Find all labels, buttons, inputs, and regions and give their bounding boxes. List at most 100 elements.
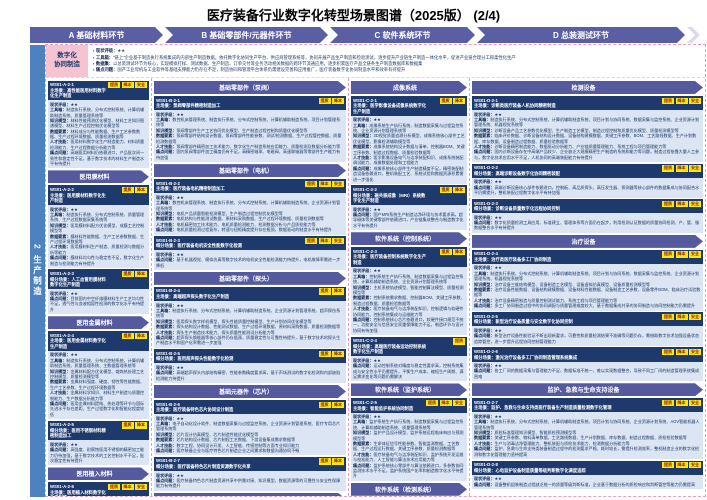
field-label: 现状评级： <box>474 327 495 333</box>
card-tags: 提质 降本 <box>121 270 147 278</box>
field-label: 知识模型： <box>474 281 495 287</box>
scenario-card: WS01-B-2-3 细分场景：医疗装备电机安全性能数字化检测 提质 降本 安全 现状评级… <box>154 236 346 270</box>
card-field: 工具箱：数控机床管理系统、制造执行系统、分布式控制系统、计算机辅助制造系统、企业… <box>156 200 341 211</box>
card-scene: 主场景：医用膜材料数字化生产制造 <box>50 192 106 204</box>
card-field: 痛点问题：基于机器视觉、模拟仿真等数字技术的电机安全性能检测能力待提升，电机故障… <box>156 257 341 268</box>
section-banner: 医用植入材料 <box>48 467 149 480</box>
column-C: 成像系统 WS01-C-2-1 主场景：医学影像设备成像系统数字化生产制造 提质 降本现… <box>348 78 469 496</box>
card-id: WS01-C-2-4 <box>353 338 377 344</box>
field-label: 现状评级： <box>474 413 495 419</box>
card-rating: 现状评级：★★ <box>50 352 78 358</box>
card-tags: 提质 降本 安全 <box>426 399 465 407</box>
card-tags: 提质 降本 安全 <box>662 200 701 207</box>
field-label: 数据要素： <box>156 437 177 443</box>
card-field: 数据要素：临床评价数据、诊断设备结构设计数据、设备结构建模数据、关键工序参数、B… <box>474 133 697 144</box>
field-label: 数据要素： <box>474 287 495 293</box>
note-bullet: ▪ 现状评级：★★ <box>93 48 126 54</box>
card-field: 痛点问题：目前国内中空纤维膜材料生产工艺均匀性不足，透气性与血液相容性检测的数字… <box>50 296 145 312</box>
card-field: 痛点问题：医用金属材料提纯、热处理等环节与国际先进水平存在差距，生产过程数字化和… <box>50 401 145 417</box>
card-rating: 现状评级：★★ <box>156 251 184 257</box>
field-label: 数据要素： <box>353 295 374 301</box>
tag-badge: 提质 <box>662 200 674 207</box>
field-label: 痛点问题： <box>353 316 374 322</box>
stage-arrows: A 基础材料环节 B 基础零部件/元器件环节 C 软件系统环节 D 总装测试环节 <box>30 27 700 43</box>
card-tags: 提质 降本 <box>318 288 344 295</box>
card-body: 现状评级：★★ 痛点问题：数字化质量检测工具应用、标准建立、管理体系等方面仍在起步… <box>472 213 703 233</box>
card-body: 现状评级：★★ 工具箱：数控机床管理系统、制造执行系统、分布式控制系统、计算机辅助… <box>154 110 346 163</box>
card-scene: 细分场景：医疗装备特色芯片制造资源数字化共享 <box>156 463 251 469</box>
bullet-icon: ▪ <box>93 61 95 66</box>
card-rating: 现状评级：★★ <box>353 268 381 274</box>
card-tags: 提质 降本 <box>439 97 465 104</box>
group-bullets: ▪ 现状评级：★★ ▪ 工具箱：“链上”企业基于制造执行系统集成的内部生产制造数据，依… <box>88 45 705 77</box>
card-tags: 提质 降本 安全 <box>305 237 344 244</box>
card-rating: 现状评级：★★ <box>353 357 381 363</box>
card-id: WS01-A-2-2 <box>50 186 74 192</box>
field-label: 人才技能： <box>156 329 177 335</box>
card-body: 现状评级：★★ 痛点问题：高端诊断设备核心部件依赖进口，控制板、高品质探头、高压发… <box>472 177 703 198</box>
field-label: 痛点问题： <box>474 481 495 487</box>
tag-badge: 提质 <box>318 350 331 358</box>
field-label: 痛点问题： <box>156 448 177 453</box>
card-header: WS01-C-2-2 细分场景：磁共振成像（MRI）系统数字化生产制造 提质 降本 <box>351 185 467 206</box>
field-label: 现状评级： <box>353 117 374 123</box>
card-tags: 提质 降本 <box>318 350 344 358</box>
card-rating: 现状评级：★★ <box>474 363 502 369</box>
tag-badge: 提质 <box>318 288 331 295</box>
tag-badge: 降本 <box>318 237 331 244</box>
tag-badge: 降本 <box>332 401 344 408</box>
phase-sidebar: 2 生产制造 <box>30 45 45 497</box>
field-label: 现状评级： <box>156 472 177 478</box>
card-field: 痛点问题：各工厂间的数据采集与管理能力不足、数据标准不统一、难以实现数据整合，导… <box>474 368 700 379</box>
card-rating: 现状评级：★★ <box>156 415 184 421</box>
card-id: WS01-D-2-3 <box>474 200 498 206</box>
section-banner: 软件系统（检测系统） <box>351 483 467 496</box>
card-field: 人才技能：治疗设备精密制造与质量控制测试能力、系统工程与项目管理能力等 <box>474 297 618 303</box>
field-label: 工具箱： <box>156 307 173 313</box>
card-field: 人才技能：探头生产制造技术能力、探头质量性能测试分析能力等 <box>156 329 275 335</box>
card-body: 现状评级：★★ 工具箱：监护系统生产执行系统、制造数据采集与过程监控系统、计算机辅… <box>351 412 467 481</box>
tag-badge: 提质 <box>318 97 331 104</box>
card-header: WS01-C-2-4 细分场景：高端医疗装备运动控制系统数字化生产制造 提质 <box>351 336 467 357</box>
card-scene: 主场景：治疗类医疗装备多工厂协同制造 <box>474 256 552 262</box>
section-banner: 医用金属材料 <box>48 316 149 329</box>
field-label: 痛点问题： <box>474 368 495 374</box>
field-label: 知识模型： <box>50 222 71 228</box>
card-field: 人才技能：医学影像设备电气与洁净装配知识、成像系统装配调试能力、成像数据处理和工… <box>353 154 464 166</box>
stage-arrow-C: C 软件系统环节 <box>330 27 475 43</box>
field-label: 数据要素： <box>474 133 495 139</box>
tag-badge: 提质 <box>662 462 674 469</box>
card-field: 知识模型：医用膜材料配方优化模型、成膜工艺控制模型等 <box>50 222 145 234</box>
field-label: 人才技能： <box>156 221 177 227</box>
card-field: 人才技能：金属材料学知识、材料生产制造与质量控制能力、生产数据分析能力等 <box>50 390 145 401</box>
field-label: 现状评级： <box>474 111 495 117</box>
tag-badge: 降本 <box>675 462 688 469</box>
card-scene: 主场景：医疗装备电机精密制造加工 <box>156 186 225 192</box>
card-field: 数据要素：控制系统需求数据、控制器BOM、关键工序参数、制造过程数据、质量检验数… <box>353 295 465 306</box>
card-header: WS01-B-2-5 细分场景：医用超声探头性能数字化检测 提质 降本 <box>154 349 346 364</box>
tag-badge: 安全 <box>135 82 147 89</box>
card-tags: 提质 降本 安全 <box>662 348 701 356</box>
field-label: 痛点问题： <box>474 333 495 339</box>
card-header: WS01-A-2-3 细分场景：人工血管用膜材料数字化生产制造 提质 降本 <box>48 269 149 290</box>
card-id: WS01-B-2-7 <box>156 458 180 464</box>
scenario-card: WS01-C-2-2 细分场景：磁共振成像（MRI）系统数字化生产制造 提质 降本 现状… <box>351 185 467 231</box>
column-D: 检测设备 WS01-D-2-1 主场景：诊断类医疗装备人机协同精密制造 提质 降本 安全现… <box>469 78 705 496</box>
card-field: 痛点问题：国内诊断设备存在中高端产品较少、企业缺乏大规模精密生产制造的系统和能力… <box>474 149 700 160</box>
card-header: WS01-A-2-2 主场景：医用膜材料数字化生产制造 提质 降本 <box>48 185 149 206</box>
card-id: WS01-D-2-1 <box>474 97 498 103</box>
card-field: 数据要素：探头结构设计数据、性能测试数据、生产过程环境数据、原材料采购数据、质量… <box>156 324 341 330</box>
field-label: 知识模型： <box>50 368 71 374</box>
scenario-card: WS01-A-2-3 细分场景：人工血管用膜材料数字化生产制造 提质 降本 现状评级：★… <box>48 269 149 315</box>
scenario-card: WS01-B-2-7 细分场景：医疗装备特色芯片制造资源数字化共享 提质 降本 现状评级… <box>154 456 346 491</box>
card-tags: 提质 降本 安全 <box>305 180 344 188</box>
field-label: 痛点问题： <box>474 220 495 226</box>
field-label: 知识模型： <box>353 284 374 290</box>
section-banner: 监护、急救与生命支持设备 <box>472 383 703 396</box>
scenario-card: WS01-B-2-4 主场景：高端超声探头数字化生产制造 提质 降本 现状评级：★★ 工具… <box>154 286 346 348</box>
card-field: 人才技能：诊断设备精密制造能力、数据驱动分析能力、产业链质量管理能力、系统工程与… <box>474 144 667 149</box>
card-field: 痛点问题：监护系统核心零部件与算法依赖进口，多参数协同监测技术水平不足，监护系统… <box>353 462 464 479</box>
field-label: 人才技能： <box>353 154 374 160</box>
tag-badge: 提质 <box>318 401 331 408</box>
field-label: 数据要素： <box>474 435 495 441</box>
